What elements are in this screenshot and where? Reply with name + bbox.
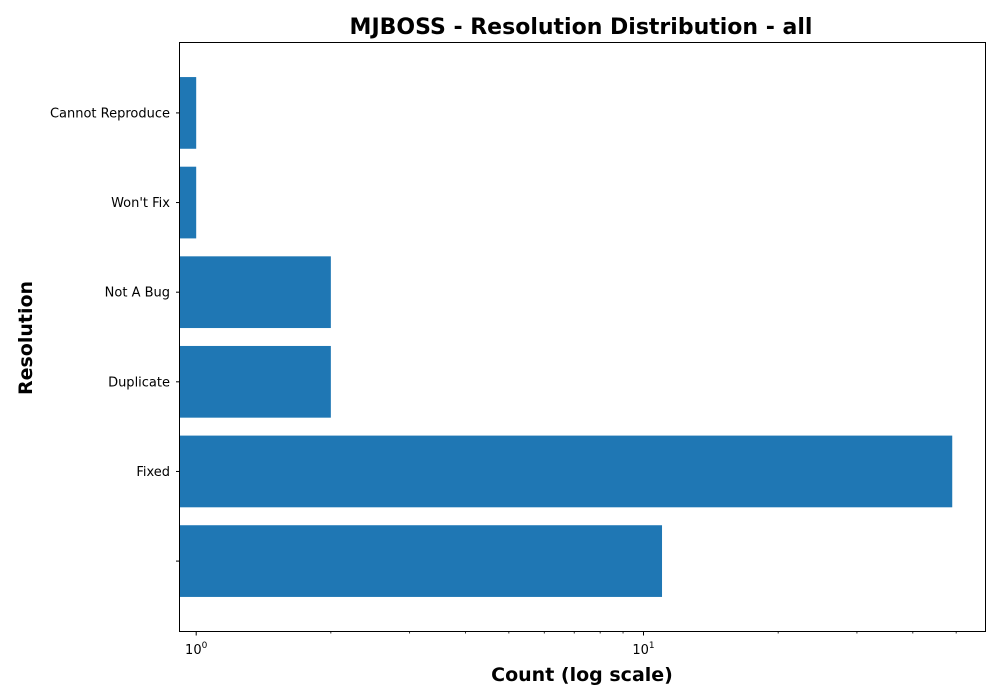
y-tick-label: Cannot Reproduce [50,106,170,121]
x-ticks-group: 100 101 [185,631,957,658]
bar [180,77,197,149]
x-axis-label: Count (log scale) [491,664,673,686]
x-tick-label: 100 [185,641,208,658]
y-tick-label: Won't Fix [111,196,170,211]
bar [180,435,953,508]
bar [180,166,197,239]
bar [180,345,331,418]
y-tick-label: Duplicate [108,375,170,390]
bars-group [180,77,953,597]
y-tick-label: Not A Bug [105,286,170,301]
plot-frame [179,42,986,632]
bar [180,256,331,329]
y-axis-label: Resolution [15,281,37,395]
x-tick-label: 101 [632,641,654,658]
y-tick-label: Fixed [136,465,170,480]
bar [180,525,663,597]
chart-title: MJBOSS - Resolution Distribution - all [350,15,813,40]
y-ticks-group: Fixed Duplicate Not A Bug Won't Fix Cannot R… [50,106,180,562]
